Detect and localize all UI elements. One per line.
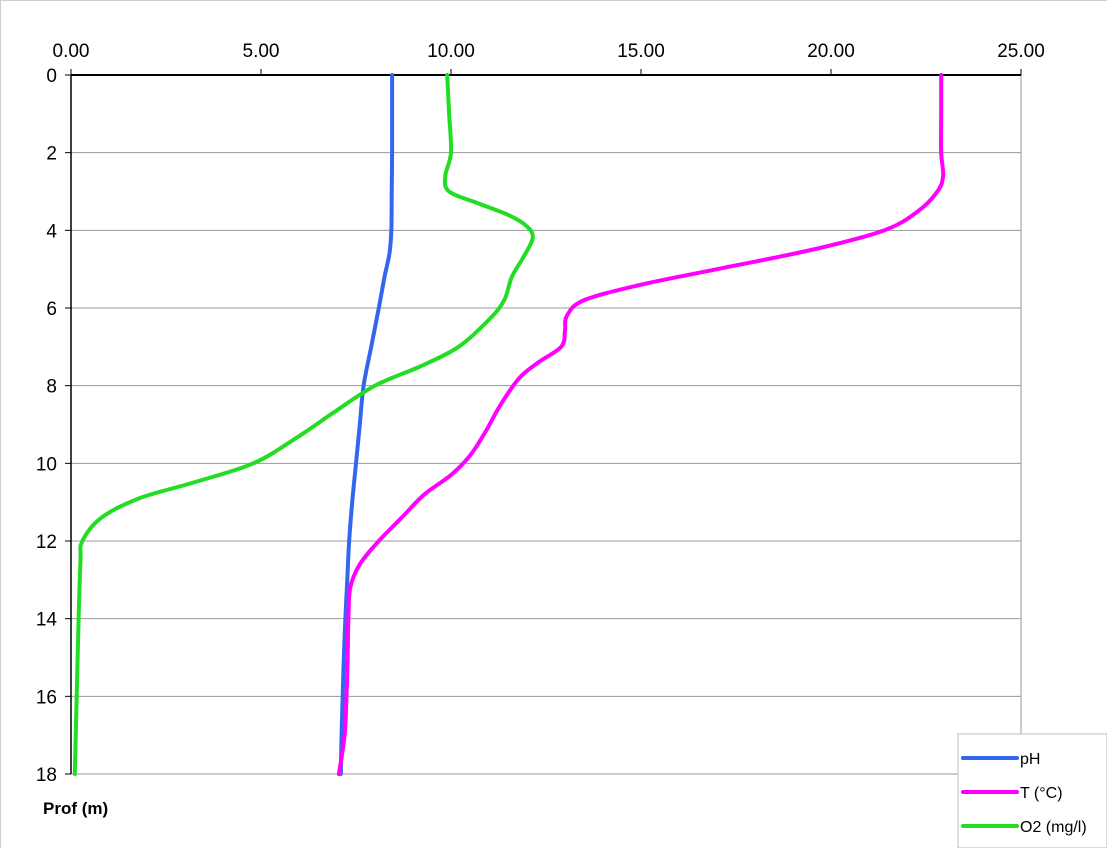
axes: 0 2 4 6 8 10 12 14 16 18 0.00 5.00 10.00 15.00 20.00 25… — [36, 41, 1045, 786]
series-line-t-c — [336, 73, 946, 776]
y-tick-label: 12 — [36, 532, 57, 553]
y-tick-label: 18 — [36, 765, 57, 786]
y-axis-title: Prof (m) — [43, 799, 108, 818]
y-tick-label: 4 — [46, 221, 57, 242]
x-tick-label: 5.00 — [243, 41, 280, 62]
legend-label-ph: pH — [1020, 751, 1040, 768]
legend-label-o2-mg-l: O2 (mg/l) — [1020, 819, 1087, 836]
legend: pH T (°C) O2 (mg/l) — [957, 733, 1107, 849]
series-line-o2-mg-l — [72, 73, 535, 776]
y-tick-label: 10 — [36, 454, 57, 475]
y-tick-label: 16 — [36, 687, 57, 708]
series-line-ph — [338, 73, 395, 776]
y-tick-label: 14 — [36, 610, 58, 631]
x-tick-label: 0.00 — [53, 41, 90, 62]
x-tick-label: 15.00 — [617, 41, 665, 62]
x-tick-label: 10.00 — [427, 41, 475, 62]
y-tick-label: 0 — [46, 66, 57, 87]
series-lines — [72, 73, 946, 776]
gridlines — [71, 75, 1022, 775]
legend-label-t-c: T (°C) — [1020, 785, 1063, 802]
y-tick-label: 8 — [46, 377, 57, 398]
x-tick-label: 20.00 — [807, 41, 855, 62]
x-tick-label: 25.00 — [997, 41, 1045, 62]
y-tick-label: 2 — [46, 144, 57, 165]
y-tick-label: 6 — [46, 299, 57, 320]
